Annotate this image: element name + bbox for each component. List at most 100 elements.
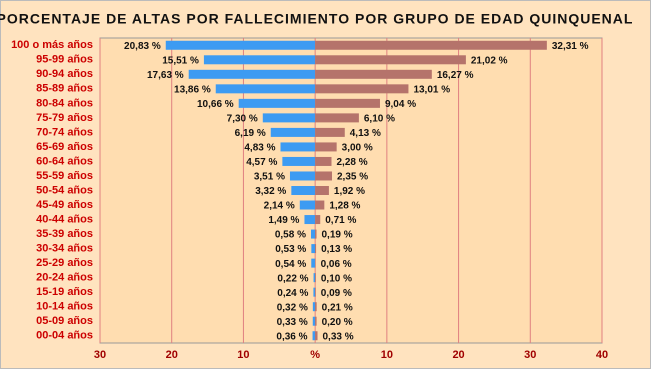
y-tick-label: 65-69 años [36, 141, 93, 153]
bar [315, 186, 329, 195]
x-tick-label: 20 [166, 349, 178, 361]
bar [315, 302, 317, 311]
bar [315, 142, 337, 151]
bar [166, 41, 315, 50]
value-label: 13,01 % [413, 84, 450, 95]
bar [281, 142, 316, 151]
value-label: 1,49 % [268, 215, 299, 226]
bar [313, 302, 315, 311]
value-label: 0,06 % [321, 259, 352, 270]
y-tick-label: 95-99 años [36, 54, 93, 66]
value-label: 20,83 % [124, 41, 161, 52]
bar [315, 55, 466, 64]
bar [313, 331, 316, 340]
x-tick-label: % [310, 349, 320, 361]
value-label: 0,24 % [277, 288, 308, 299]
bar [314, 273, 316, 282]
y-tick-label: 15-19 años [36, 286, 93, 298]
bar [313, 288, 315, 297]
value-label: 13,86 % [174, 84, 211, 95]
bar [290, 171, 315, 180]
value-label: 3,32 % [255, 186, 286, 197]
value-label: 0,19 % [322, 230, 353, 241]
value-label: 2,14 % [264, 201, 295, 212]
y-tick-label: 55-59 años [36, 170, 93, 182]
bar [315, 288, 316, 297]
bar [239, 99, 315, 108]
value-label: 0,71 % [325, 215, 356, 226]
y-tick-label: 00-04 años [36, 330, 93, 342]
bar [204, 55, 315, 64]
bar [216, 84, 315, 93]
bar [315, 215, 320, 224]
value-label: 1,92 % [334, 186, 365, 197]
bar [315, 331, 317, 340]
bar [315, 113, 359, 122]
y-tick-label: 20-24 años [36, 272, 93, 284]
y-tick-label: 60-64 años [36, 155, 93, 167]
x-tick-label: 10 [381, 349, 393, 361]
bar [315, 128, 345, 137]
y-tick-label: 10-14 años [36, 301, 93, 313]
bar [300, 201, 315, 210]
value-label: 0,13 % [321, 244, 352, 255]
value-label: 10,66 % [197, 99, 234, 110]
bar [315, 84, 408, 93]
bar [311, 244, 315, 253]
value-label: 6,19 % [235, 128, 266, 139]
value-label: 16,27 % [437, 70, 474, 81]
x-tick-label: 30 [524, 349, 536, 361]
y-tick-label: 100 o más años [11, 39, 93, 51]
value-label: 21,02 % [471, 55, 508, 66]
value-label: 1,28 % [329, 201, 360, 212]
y-tick-label: 45-49 años [36, 199, 93, 211]
value-label: 0,36 % [276, 331, 307, 342]
x-tick-label: 10 [237, 349, 249, 361]
bar [304, 215, 315, 224]
bar [315, 70, 432, 79]
bar [315, 273, 316, 282]
value-label: 0,09 % [321, 288, 352, 299]
y-tick-label: 80-84 años [36, 97, 93, 109]
value-label: 15,51 % [162, 55, 199, 66]
bar [315, 230, 316, 239]
bar [315, 157, 331, 166]
value-label: 0,20 % [322, 317, 353, 328]
x-tick-label: 30 [94, 349, 106, 361]
bar [291, 186, 315, 195]
y-tick-label: 75-79 años [36, 112, 93, 124]
value-label: 4,13 % [350, 128, 381, 139]
value-label: 0,58 % [275, 230, 306, 241]
value-label: 0,33 % [277, 317, 308, 328]
value-label: 0,32 % [277, 302, 308, 313]
y-tick-label: 70-74 años [36, 126, 93, 138]
value-label: 0,53 % [275, 244, 306, 255]
value-label: 0,10 % [321, 273, 352, 284]
y-tick-label: 40-44 años [36, 213, 93, 225]
value-label: 32,31 % [552, 41, 589, 52]
bar [271, 128, 315, 137]
value-label: 2,35 % [337, 172, 368, 183]
y-tick-label: 25-29 años [36, 257, 93, 269]
value-label: 7,30 % [227, 114, 258, 125]
x-tick-label: 40 [596, 349, 608, 361]
bar [313, 317, 315, 326]
value-label: 9,04 % [385, 99, 416, 110]
bar [311, 230, 315, 239]
bar [311, 259, 315, 268]
y-tick-label: 05-09 años [36, 315, 93, 327]
value-label: 0,22 % [277, 273, 308, 284]
value-label: 6,10 % [364, 114, 395, 125]
value-label: 0,54 % [275, 259, 306, 270]
bar [315, 244, 316, 253]
value-label: 4,83 % [244, 143, 275, 154]
bar [282, 157, 315, 166]
bar [189, 70, 315, 79]
bar [263, 113, 315, 122]
y-tick-label: 30-34 años [36, 243, 93, 255]
x-tick-label: 20 [452, 349, 464, 361]
y-tick-label: 50-54 años [36, 184, 93, 196]
value-label: 0,21 % [322, 302, 353, 313]
bar [315, 317, 316, 326]
